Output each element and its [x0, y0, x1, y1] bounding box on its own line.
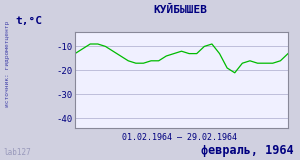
- Text: 01.02.1964 – 29.02.1964: 01.02.1964 – 29.02.1964: [122, 133, 238, 142]
- Text: источник: гидрометцентр: источник: гидрометцентр: [4, 21, 10, 107]
- Text: КУЙБЫШЕВ: КУЙБЫШЕВ: [153, 5, 207, 15]
- Text: t,°C: t,°C: [15, 16, 42, 26]
- Text: lab127: lab127: [3, 148, 31, 157]
- Text: февраль, 1964: февраль, 1964: [201, 144, 294, 157]
